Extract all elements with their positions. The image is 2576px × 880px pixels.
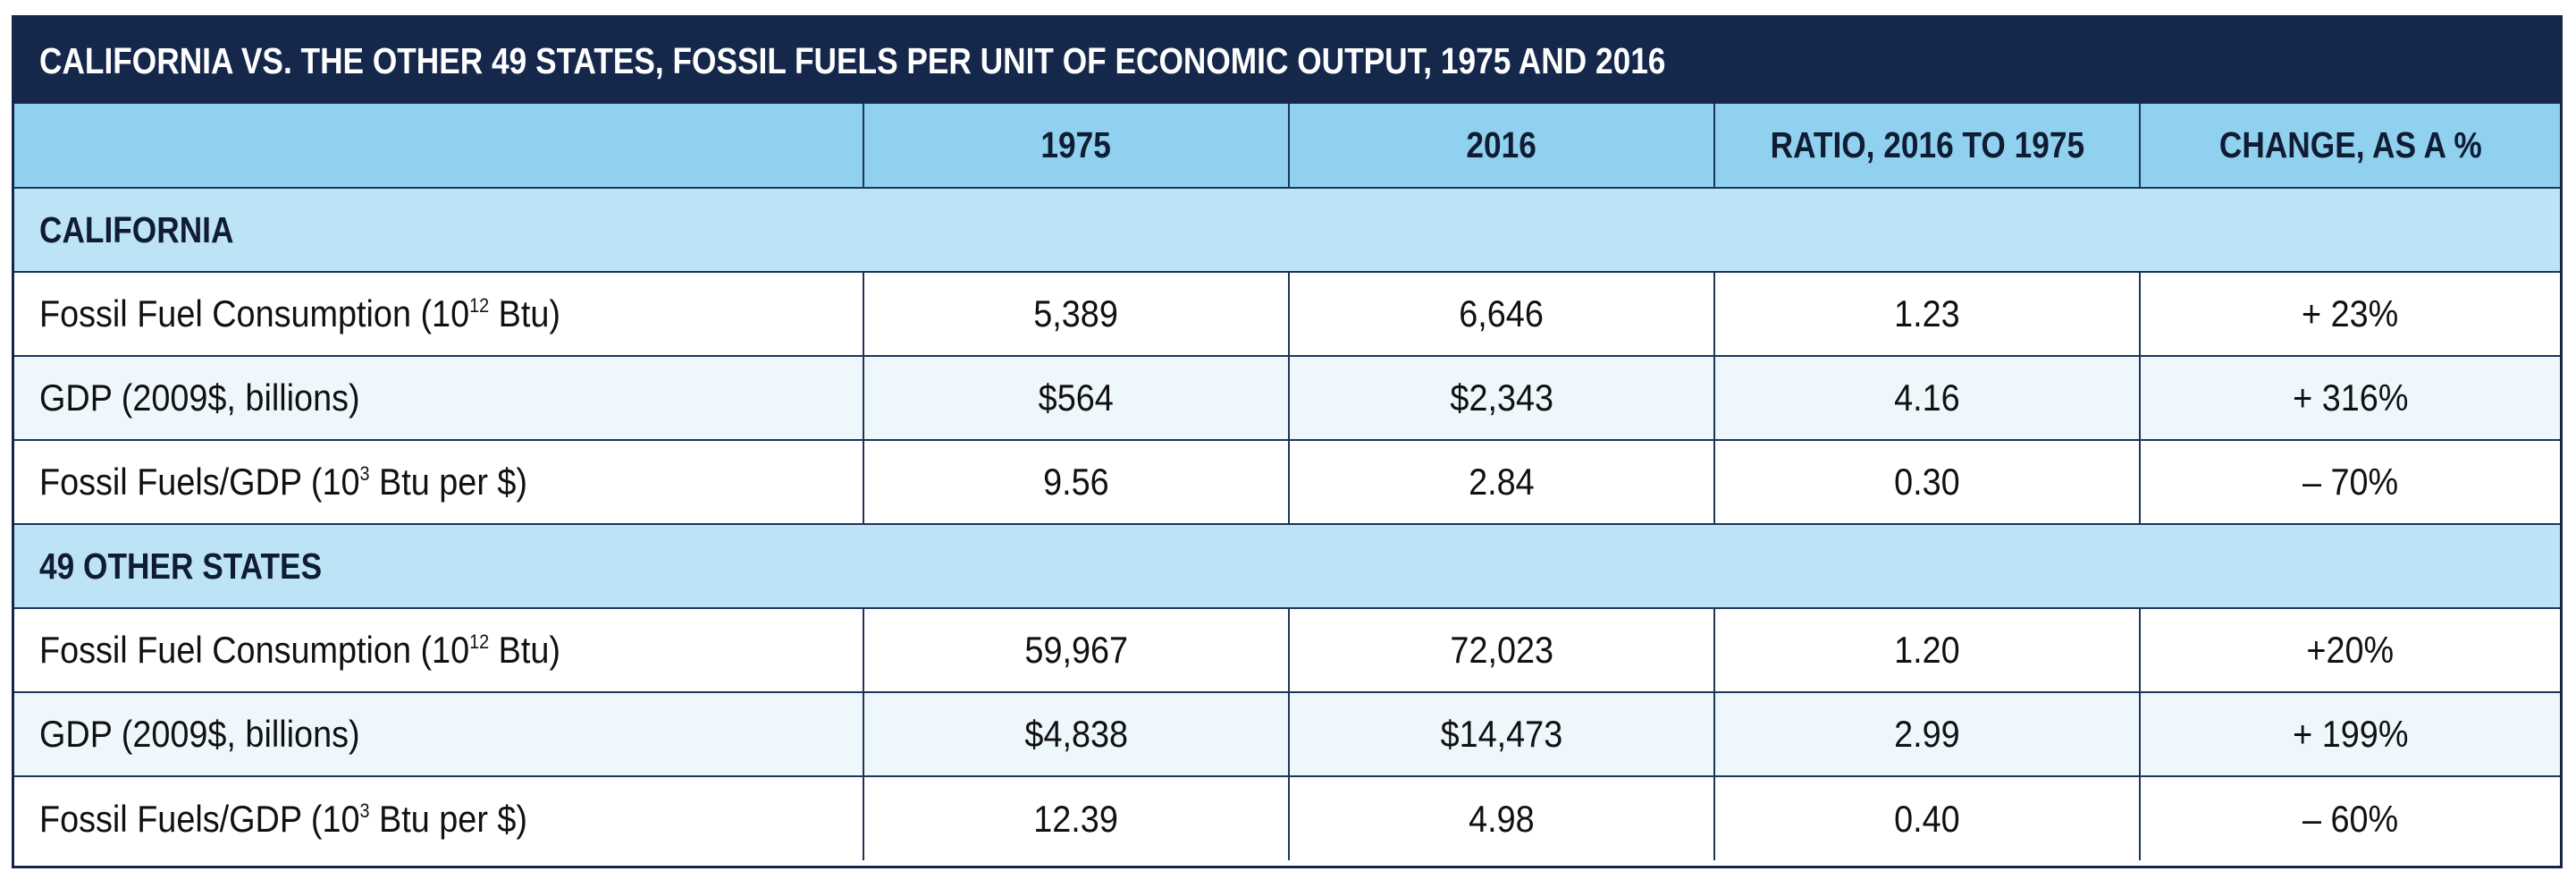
change-value: + 316% — [2292, 377, 2409, 419]
table-row: GDP (2009$, billions) $564 $2,343 4.16 + 316… — [14, 355, 2560, 441]
table-title-text: CALIFORNIA VS. THE OTHER 49 STATES, FOSS… — [39, 39, 1666, 81]
section-heading: CALIFORNIA — [14, 187, 2560, 273]
metric-label-cell: Fossil Fuel Consumption (1012 Btu) — [14, 607, 864, 693]
value-1975-value: 9.56 — [1043, 461, 1109, 503]
metric-label: Fossil Fuel Consumption (1012 Btu) — [39, 629, 560, 672]
value-2016-cell: 2.84 — [1288, 439, 1715, 525]
ratio-cell: 0.30 — [1713, 439, 2141, 525]
ratio-value: 4.16 — [1894, 377, 1960, 419]
section-row: 49 OTHER STATES — [14, 523, 2560, 609]
metric-label-text: GDP (2009$, billions) — [39, 713, 360, 755]
metric-label-cell: Fossil Fuel Consumption (1012 Btu) — [14, 271, 864, 357]
table-row: Fossil Fuels/GDP (103 Btu per $) 9.56 2.84… — [14, 439, 2560, 525]
value-2016-value: 6,646 — [1459, 292, 1545, 334]
metric-label-text: Fossil Fuel Consumption (10 — [39, 629, 470, 671]
metric-label-unit: Btu per $) — [369, 797, 528, 840]
ratio-cell: 4.16 — [1713, 355, 2141, 441]
value-2016-cell: $2,343 — [1288, 355, 1715, 441]
change-cell: + 199% — [2139, 691, 2560, 777]
metric-label-text: Fossil Fuels/GDP (10 — [39, 461, 360, 503]
value-2016-value: 2.84 — [1469, 461, 1535, 503]
ratio-value: 1.20 — [1894, 629, 1960, 671]
metric-label-text: Fossil Fuels/GDP (10 — [39, 797, 360, 840]
header-cell-1975: 1975 — [863, 104, 1290, 189]
table-row: Fossil Fuel Consumption (1012 Btu) 5,389 6… — [14, 271, 2560, 357]
metric-label-cell: GDP (2009$, billions) — [14, 691, 864, 777]
value-1975-cell: 59,967 — [863, 607, 1290, 693]
change-cell: – 70% — [2139, 439, 2560, 525]
value-2016-value: $14,473 — [1440, 713, 1563, 755]
value-2016-value: $2,343 — [1450, 377, 1553, 419]
metric-label: GDP (2009$, billions) — [39, 713, 360, 756]
value-1975-cell: 12.39 — [863, 775, 1290, 860]
metric-label-text: Fossil Fuel Consumption (10 — [39, 292, 470, 334]
metric-label-unit: Btu) — [489, 629, 560, 671]
section-heading-text: CALIFORNIA — [39, 208, 234, 250]
table-row: Fossil Fuel Consumption (1012 Btu) 59,967… — [14, 607, 2560, 693]
value-1975-cell: 9.56 — [863, 439, 1290, 525]
value-1975-cell: $564 — [863, 355, 1290, 441]
value-1975-cell: 5,389 — [863, 271, 1290, 357]
ratio-cell: 2.99 — [1713, 691, 2141, 777]
change-cell: +20% — [2139, 607, 2560, 693]
change-value: – 70% — [2302, 461, 2399, 503]
change-value: – 60% — [2302, 797, 2399, 840]
data-grid: 1975 2016 RATIO, 2016 TO 1975 CHANGE, AS… — [14, 104, 2560, 860]
metric-label: Fossil Fuel Consumption (1012 Btu) — [39, 292, 560, 335]
change-value: + 23% — [2302, 292, 2399, 334]
metric-label-exponent: 12 — [469, 294, 490, 317]
value-1975-value: 59,967 — [1024, 629, 1128, 671]
ratio-value: 2.99 — [1894, 713, 1960, 755]
metric-label-unit: Btu per $) — [369, 461, 528, 503]
metric-label-cell: Fossil Fuels/GDP (103 Btu per $) — [14, 439, 864, 525]
metric-label-exponent: 3 — [359, 462, 370, 485]
section-heading-text: 49 OTHER STATES — [39, 545, 323, 587]
ratio-value: 0.40 — [1894, 797, 1960, 840]
change-value: + 199% — [2292, 713, 2409, 755]
value-1975-value: $4,838 — [1024, 713, 1128, 755]
value-2016-cell: $14,473 — [1288, 691, 1715, 777]
section-row: CALIFORNIA — [14, 187, 2560, 273]
value-2016-cell: 72,023 — [1288, 607, 1715, 693]
metric-label: GDP (2009$, billions) — [39, 377, 360, 419]
metric-label: Fossil Fuels/GDP (103 Btu per $) — [39, 798, 527, 841]
value-1975-value: 5,389 — [1033, 292, 1119, 334]
table-row: GDP (2009$, billions) $4,838 $14,473 2.99 + … — [14, 691, 2560, 777]
header-cell-change: CHANGE, AS A % — [2139, 104, 2560, 189]
value-2016-value: 72,023 — [1450, 629, 1553, 671]
change-value: +20% — [2306, 629, 2395, 671]
value-1975-value: $564 — [1038, 377, 1115, 419]
value-1975-value: 12.39 — [1033, 797, 1119, 840]
header-cell-2016: 2016 — [1288, 104, 1715, 189]
value-2016-cell: 4.98 — [1288, 775, 1715, 860]
ratio-cell: 1.20 — [1713, 607, 2141, 693]
value-2016-value: 4.98 — [1469, 797, 1535, 840]
metric-label: Fossil Fuels/GDP (103 Btu per $) — [39, 461, 527, 503]
value-1975-cell: $4,838 — [863, 691, 1290, 777]
header-row: 1975 2016 RATIO, 2016 TO 1975 CHANGE, AS… — [14, 104, 2560, 189]
metric-label-exponent: 12 — [469, 630, 490, 653]
metric-label-text: GDP (2009$, billions) — [39, 377, 360, 419]
ratio-cell: 1.23 — [1713, 271, 2141, 357]
change-cell: + 23% — [2139, 271, 2560, 357]
metric-label-exponent: 3 — [359, 799, 370, 822]
ratio-cell: 0.40 — [1713, 775, 2141, 860]
ratio-value: 0.30 — [1894, 461, 1960, 503]
table-row: Fossil Fuels/GDP (103 Btu per $) 12.39 4.9… — [14, 775, 2560, 860]
metric-label-cell: Fossil Fuels/GDP (103 Btu per $) — [14, 775, 864, 860]
change-cell: – 60% — [2139, 775, 2560, 860]
metric-label-cell: GDP (2009$, billions) — [14, 355, 864, 441]
table-title: CALIFORNIA VS. THE OTHER 49 STATES, FOSS… — [14, 18, 2560, 104]
header-cell-ratio: RATIO, 2016 TO 1975 — [1713, 104, 2141, 189]
section-heading: 49 OTHER STATES — [14, 523, 2560, 609]
ratio-value: 1.23 — [1894, 292, 1960, 334]
value-2016-cell: 6,646 — [1288, 271, 1715, 357]
comparison-table: CALIFORNIA VS. THE OTHER 49 STATES, FOSS… — [12, 15, 2563, 868]
change-cell: + 316% — [2139, 355, 2560, 441]
header-cell-label — [14, 104, 864, 189]
metric-label-unit: Btu) — [489, 292, 560, 334]
